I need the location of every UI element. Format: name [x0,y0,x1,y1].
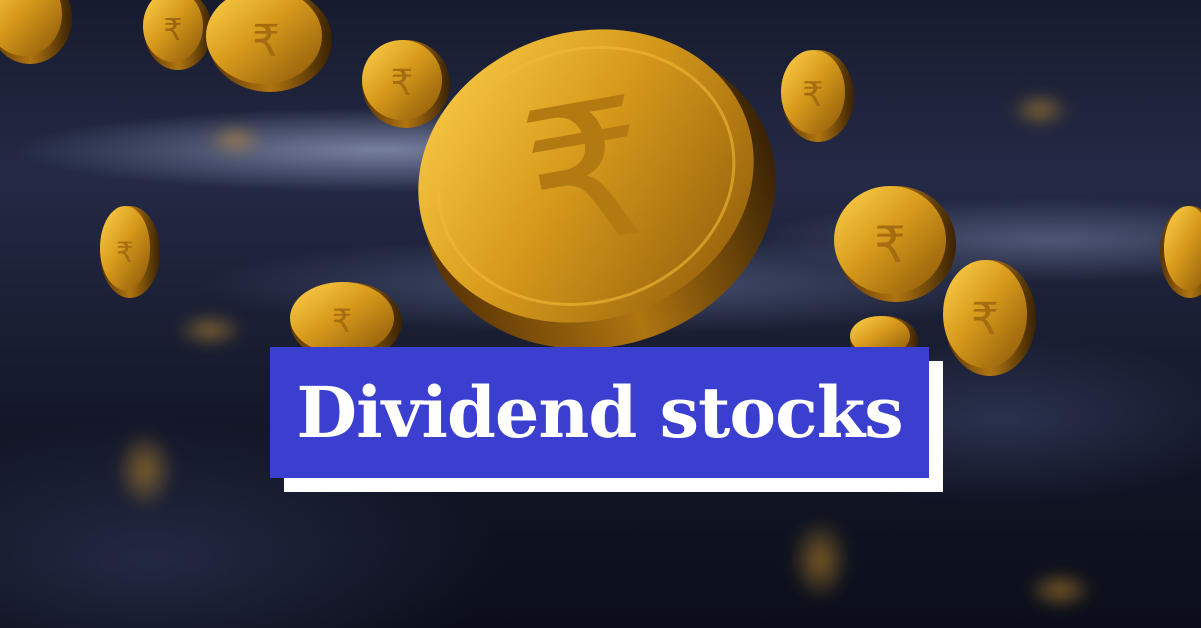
coin: ₹ [290,282,402,362]
large-rupee-coin: ₹ [418,29,776,349]
blurred-coin [790,518,850,602]
blurred-coin [1010,92,1070,128]
coin: ₹ [781,50,854,142]
svg-text:₹: ₹ [163,13,182,48]
svg-text:₹: ₹ [391,63,414,104]
coin: ₹ [143,0,212,70]
coin: ₹ [206,0,332,92]
coin [0,0,72,64]
coin [1160,206,1201,298]
title-box: Dividend stocks [270,347,929,478]
svg-text:₹: ₹ [802,75,824,115]
blurred-coin [115,430,175,510]
coin: ₹ [834,186,956,302]
svg-text:₹: ₹ [252,16,280,67]
svg-text:₹: ₹ [874,216,906,274]
blurred-coin [176,312,244,348]
coin: ₹ [943,260,1036,376]
blurred-coin [1026,570,1094,610]
svg-text:₹: ₹ [116,236,134,269]
page-title: Dividend stocks [296,370,903,454]
svg-text:₹: ₹ [332,302,352,340]
coin: ₹ [362,40,450,128]
blurred-coin [207,124,263,156]
svg-text:₹: ₹ [971,294,999,345]
coin: ₹ [100,206,160,298]
